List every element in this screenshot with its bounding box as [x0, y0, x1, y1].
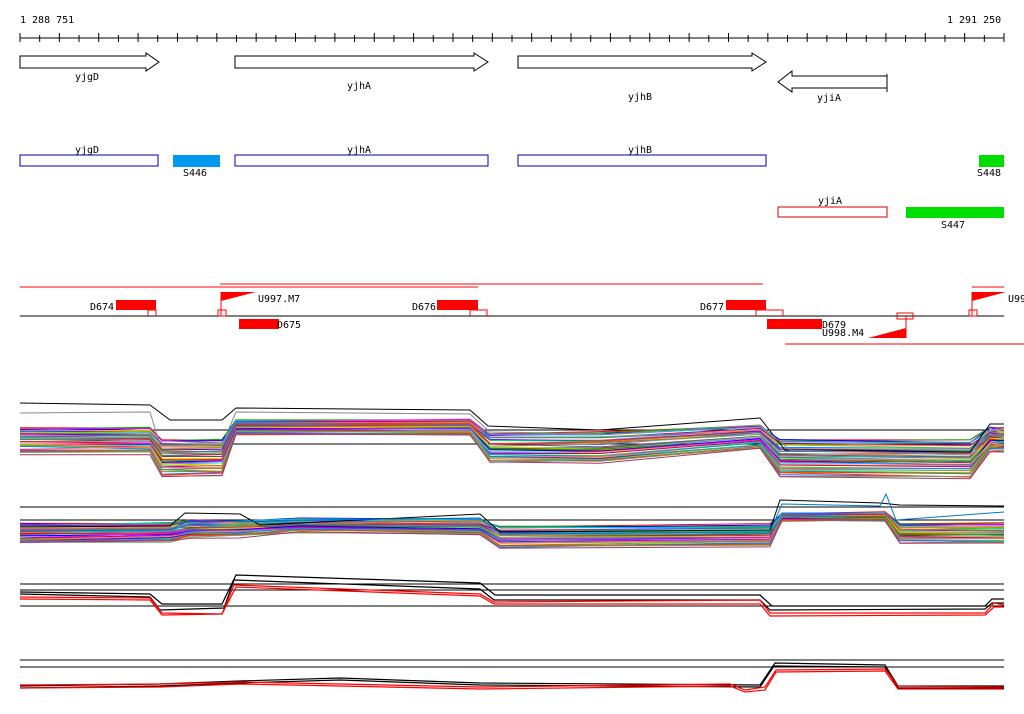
- expression-panel-2: [19, 492, 1005, 549]
- expression-trace: [19, 411, 1004, 456]
- feature-label: D677: [700, 302, 724, 313]
- feature-label: D676: [412, 302, 436, 313]
- feature-D677[interactable]: D677: [700, 300, 784, 316]
- gene-arrow-yjhA[interactable]: yjhA: [234, 52, 489, 92]
- expression-trace: [19, 402, 1004, 453]
- cds-label: yjiA: [818, 196, 842, 207]
- trace-red-b: [19, 586, 1004, 617]
- segment-S448[interactable]: S448: [977, 155, 1004, 179]
- expression-trace: [19, 492, 1005, 535]
- promoter-U997-M7[interactable]: U997.M7: [217, 292, 300, 317]
- expression-trace: [19, 519, 1005, 549]
- cds-box-yjiA[interactable]: yjiA: [777, 196, 888, 218]
- gene-arrow-yjgD[interactable]: yjgD: [19, 52, 160, 83]
- promoter-label: U99: [1008, 294, 1024, 305]
- expression-trace: [19, 418, 1005, 444]
- feature-D675[interactable]: D675: [239, 319, 301, 331]
- feature-track: D674 D676 D677 D675 D679 U997.M7: [20, 283, 1024, 345]
- cds-track: yjgD yjhA yjhB yjiA: [19, 145, 888, 218]
- expression-traces: [19, 402, 1005, 480]
- promoter-label: U997.M7: [258, 294, 300, 305]
- segment-S446[interactable]: S446: [173, 155, 220, 179]
- cds-box-yjhB[interactable]: yjhB: [517, 145, 767, 167]
- feature-label: D674: [90, 302, 114, 313]
- trace-black-a: [19, 574, 1004, 607]
- ruler-ticks: [19, 33, 1005, 42]
- feature-label: D679: [822, 320, 846, 331]
- gene-label: yjgD: [75, 72, 99, 83]
- segment-label: S446: [183, 168, 207, 179]
- cds-box-yjgD[interactable]: yjgD: [19, 145, 159, 167]
- expression-trace: [19, 499, 1005, 533]
- gene-label: yjhB: [628, 92, 652, 103]
- cds-label: yjhB: [628, 145, 652, 156]
- expression-panel-4: [19, 659, 1005, 693]
- expression-trace: [19, 426, 1005, 463]
- cds-label: yjgD: [75, 145, 99, 156]
- feature-D676[interactable]: D676: [412, 300, 488, 316]
- gene-label: yjiA: [817, 93, 841, 104]
- segment-S447[interactable]: S447: [906, 207, 1004, 231]
- segment-label: S447: [941, 220, 965, 231]
- trace-red-b: [19, 670, 1004, 693]
- cds-label: yjhA: [347, 145, 371, 156]
- promoter-label: U998.M4: [822, 328, 864, 339]
- feature-D674[interactable]: D674: [90, 300, 157, 316]
- promoter-U99[interactable]: U99: [968, 292, 1024, 317]
- gene-arrow-yjiA[interactable]: yjiA: [777, 69, 888, 104]
- promoter-U998-M4[interactable]: U998.M4: [822, 312, 914, 339]
- feature-D679[interactable]: D679: [767, 319, 846, 331]
- feature-label: D675: [277, 320, 301, 331]
- expression-trace: [20, 433, 1005, 480]
- gene-arrow-yjhB[interactable]: yjhB: [517, 52, 767, 103]
- expression-traces: [19, 492, 1005, 549]
- trace-red-a: [19, 584, 1005, 615]
- expression-panel-3: [19, 574, 1005, 617]
- ruler-end-label: 1 291 250: [947, 15, 1001, 26]
- coordinate-ruler: 1 288 751 1 291 250: [19, 15, 1005, 42]
- cds-box-yjhA[interactable]: yjhA: [234, 145, 489, 167]
- expression-trace: [19, 433, 1005, 475]
- gene-label: yjhA: [347, 81, 371, 92]
- trace-red-a: [19, 668, 1005, 691]
- expression-panel-1: [19, 402, 1005, 480]
- segment-label: S448: [977, 168, 1001, 179]
- segment-track: S446 S448 S447: [173, 155, 1004, 231]
- ruler-start-label: 1 288 751: [20, 15, 74, 26]
- gene-track: yjgD yjhA yjhB yjiA: [19, 52, 888, 104]
